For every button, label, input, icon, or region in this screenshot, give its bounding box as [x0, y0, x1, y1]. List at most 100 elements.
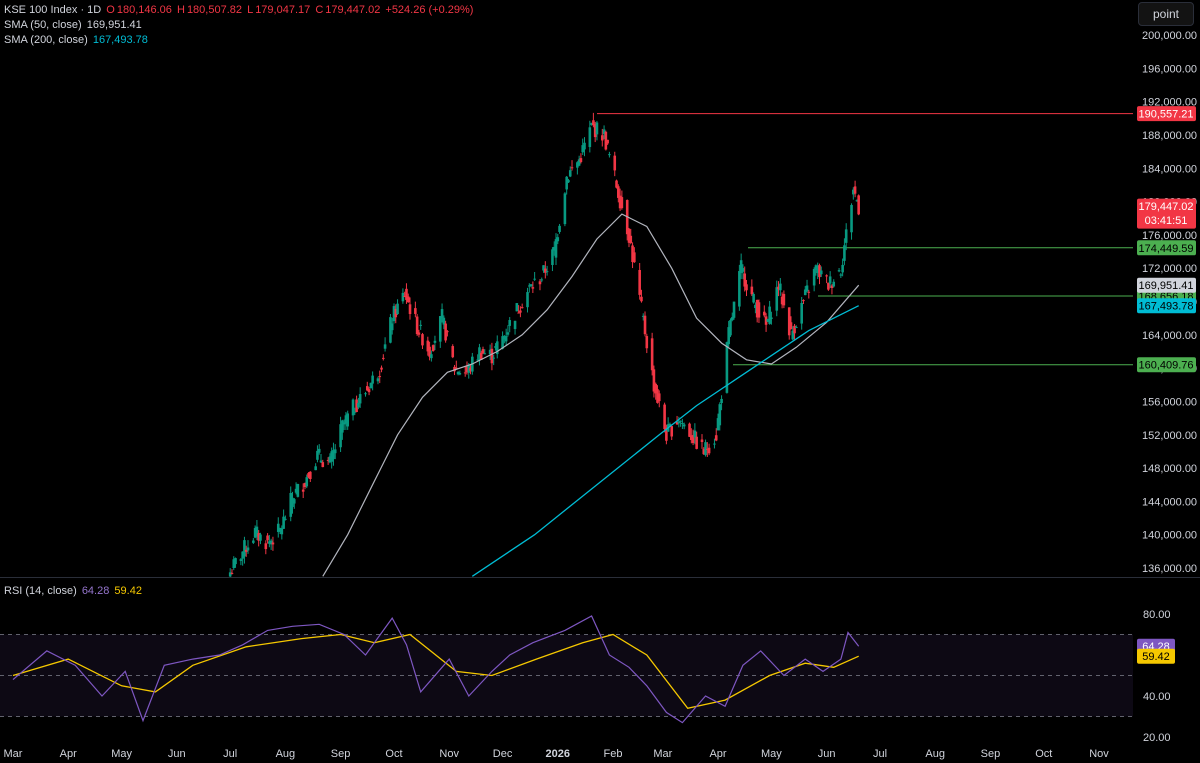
candle-body	[732, 301, 736, 318]
candle-body	[668, 423, 672, 427]
candle-body	[252, 540, 255, 543]
sma50-label: SMA (50, close)	[4, 19, 82, 31]
candle-body	[755, 299, 759, 318]
candle-body	[533, 278, 536, 280]
candle-body	[830, 285, 834, 288]
candle-body	[706, 448, 709, 450]
y-tick-label: 196,000.00	[1142, 63, 1197, 75]
candle-body	[670, 426, 674, 437]
rsi-ma-value: 59.42	[114, 585, 142, 597]
high-label: H	[176, 4, 185, 16]
candle-body	[408, 304, 412, 315]
low-label: L	[247, 4, 254, 16]
x-tick-label: Mar	[653, 748, 672, 760]
candle-body	[358, 394, 362, 404]
candle-body	[600, 135, 604, 141]
y-tick-label: 164,000.00	[1142, 330, 1197, 342]
x-tick-label: Apr	[709, 748, 726, 760]
candle-body	[595, 122, 599, 135]
candle-body	[640, 296, 643, 302]
candle-body	[479, 352, 483, 361]
y-tick-label: 184,000.00	[1142, 163, 1197, 175]
candle-body	[396, 303, 399, 314]
candle-body	[650, 338, 654, 371]
candle-body	[843, 245, 846, 261]
x-tick-label: Nov	[439, 748, 459, 760]
x-tick-label: Jul	[873, 748, 887, 760]
candle-body	[777, 286, 780, 290]
candle-body	[333, 449, 337, 454]
candle-body	[495, 341, 499, 355]
tag-level-3-bg	[1137, 357, 1196, 373]
candle-body	[770, 317, 773, 319]
candle-body	[556, 237, 560, 242]
candle-body	[800, 302, 803, 324]
candle-body	[725, 342, 729, 393]
unit-button[interactable]: point	[1138, 2, 1194, 26]
candle-body	[319, 460, 323, 463]
x-tick-label: Sep	[331, 748, 351, 760]
rsi-line	[12, 615, 860, 724]
candle-body	[316, 450, 319, 460]
tag-last-price-countdown: 03:41:51	[1145, 215, 1188, 227]
candle-body	[355, 399, 358, 412]
candle-body	[700, 439, 704, 442]
candle-body	[789, 322, 793, 330]
candle-body	[401, 292, 405, 302]
x-tick-label: Nov	[1089, 748, 1109, 760]
candle-body	[508, 320, 512, 326]
candle-body	[483, 353, 487, 355]
y-tick-label: 200,000.00	[1142, 30, 1197, 42]
candle-body	[253, 528, 257, 538]
candle-body	[814, 265, 818, 270]
candle-body	[675, 421, 679, 425]
close-label: C	[315, 4, 324, 16]
candle-body	[403, 295, 406, 297]
candle-body	[641, 315, 645, 317]
tag-level-1-text: 174,449.59	[1138, 243, 1193, 255]
x-tick-label: Jun	[168, 748, 186, 760]
candle-body	[346, 413, 350, 427]
candle-body	[727, 327, 730, 345]
candle-body	[417, 332, 421, 335]
candle-body	[588, 127, 592, 148]
candle-body	[501, 336, 504, 349]
candle-body	[807, 291, 811, 293]
candle-body	[430, 354, 433, 359]
candle-body	[451, 346, 455, 358]
x-tick-label: Oct	[1035, 748, 1052, 760]
candle-body	[504, 336, 508, 342]
sma200-line	[471, 305, 859, 577]
y-tick-label: 140,000.00	[1142, 530, 1197, 542]
candle-body	[255, 526, 259, 537]
candle-body	[481, 349, 485, 354]
candle-body	[444, 323, 447, 341]
candle-body	[332, 449, 335, 460]
candle-body	[691, 435, 695, 444]
candle-body	[665, 427, 668, 441]
candle-body	[638, 269, 641, 295]
candle-body	[303, 483, 307, 488]
candle-body	[405, 288, 408, 300]
rsi-pane	[12, 615, 860, 724]
candle-body	[620, 197, 624, 209]
candle-body	[839, 274, 843, 276]
y-tick-label: 136,000.00	[1142, 563, 1197, 575]
candle-body	[455, 367, 458, 369]
candle-body	[663, 404, 666, 430]
candle-body	[645, 336, 649, 349]
candle-body	[554, 239, 558, 258]
candle-body	[779, 283, 782, 291]
candle-body	[246, 547, 250, 551]
candle-body	[739, 260, 743, 274]
legend-sma50: SMA (50, close) 169,951.41	[4, 19, 144, 31]
x-tick-label: Mar	[4, 748, 23, 760]
candle-body	[695, 436, 698, 449]
y-tick-label: 188,000.00	[1142, 130, 1197, 142]
candle-body	[795, 326, 798, 329]
change-value: +524.26 (+0.29%)	[385, 4, 474, 16]
candle-body	[618, 195, 622, 209]
candle-body	[406, 296, 410, 303]
candle-body	[754, 304, 757, 309]
